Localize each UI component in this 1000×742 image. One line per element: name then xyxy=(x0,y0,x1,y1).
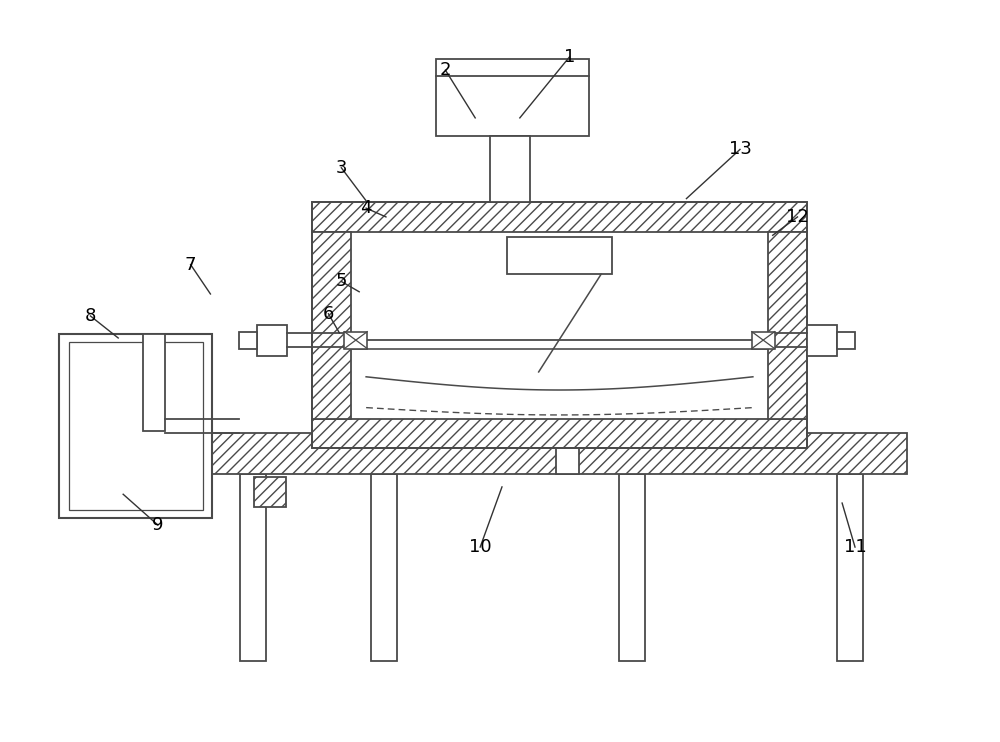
Bar xyxy=(254,477,286,507)
Bar xyxy=(312,232,351,418)
Bar xyxy=(193,433,907,473)
Bar xyxy=(768,232,807,418)
Text: 10: 10 xyxy=(469,538,491,556)
Bar xyxy=(556,448,579,473)
Text: 9: 9 xyxy=(152,516,164,534)
Bar xyxy=(768,232,807,418)
Text: 3: 3 xyxy=(336,159,347,177)
Bar xyxy=(619,473,645,661)
Bar xyxy=(371,473,397,661)
Bar xyxy=(257,325,287,355)
Bar xyxy=(807,325,837,355)
Bar xyxy=(344,332,367,349)
Bar xyxy=(143,335,165,431)
Bar xyxy=(312,203,807,232)
Bar xyxy=(312,418,807,448)
Bar xyxy=(312,232,351,418)
Bar xyxy=(193,433,907,473)
Bar xyxy=(837,332,855,349)
Bar xyxy=(312,418,807,448)
Text: 12: 12 xyxy=(786,208,809,226)
Text: 2: 2 xyxy=(440,61,451,79)
Bar xyxy=(837,473,863,661)
Text: 11: 11 xyxy=(844,538,866,556)
Bar xyxy=(490,137,530,203)
Text: 1: 1 xyxy=(564,48,575,66)
Text: 7: 7 xyxy=(185,255,196,274)
Bar xyxy=(59,335,212,518)
Text: 5: 5 xyxy=(336,272,347,290)
Bar xyxy=(240,473,266,661)
Text: 13: 13 xyxy=(729,140,751,159)
Bar xyxy=(507,237,612,274)
Text: 8: 8 xyxy=(85,307,96,325)
Bar xyxy=(69,341,203,510)
Bar xyxy=(436,59,589,137)
Bar xyxy=(312,203,807,448)
Bar xyxy=(351,232,768,418)
Text: 6: 6 xyxy=(323,305,334,323)
Bar xyxy=(752,332,775,349)
Bar xyxy=(312,203,807,232)
Bar xyxy=(254,477,286,507)
Text: 4: 4 xyxy=(360,199,372,217)
Bar xyxy=(239,332,257,349)
